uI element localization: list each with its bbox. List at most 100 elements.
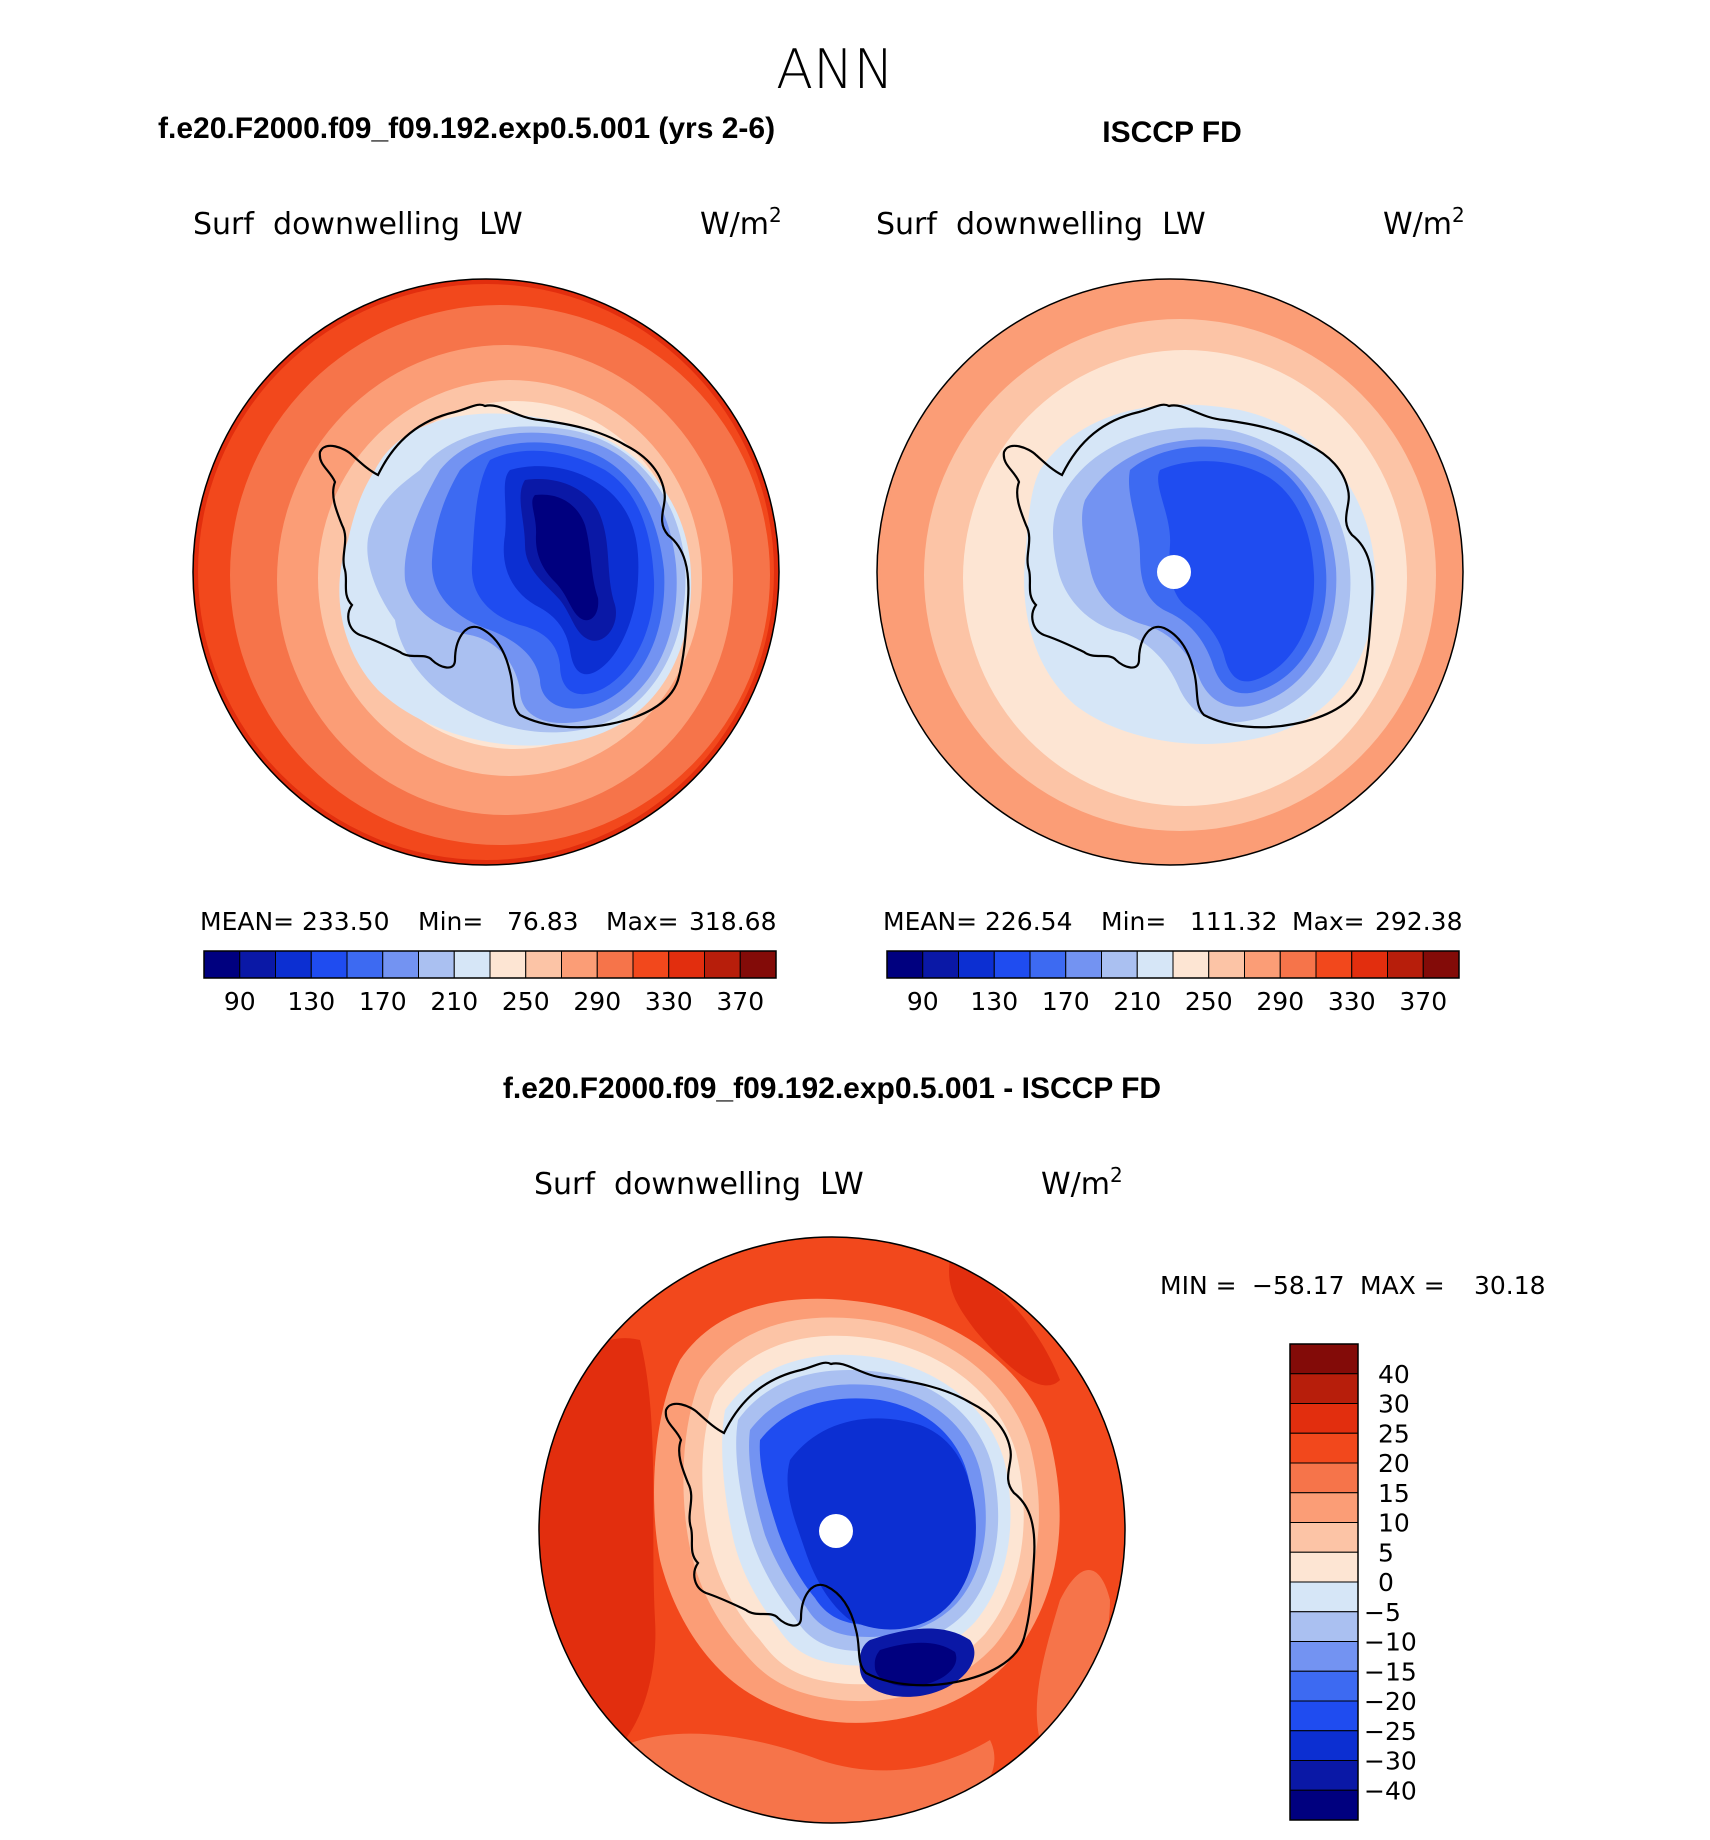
colorbar-swatch bbox=[310, 950, 348, 979]
diff-field-band bbox=[787, 1418, 976, 1630]
colorbar-tick-label: 40 bbox=[1378, 1360, 1410, 1389]
colorbar-swatch bbox=[525, 950, 562, 979]
colorbar-tick-label: 330 bbox=[645, 987, 693, 1016]
colorbar-swatch bbox=[1172, 950, 1210, 979]
diff-stats: MIN = −58.17 MAX = 30.18 bbox=[1160, 1271, 1546, 1300]
colorbar-swatch bbox=[1289, 1373, 1359, 1404]
colorbar-swatch bbox=[1101, 950, 1138, 979]
colorbar-tick-label: 210 bbox=[1113, 987, 1161, 1016]
colorbar-tick-label: −30 bbox=[1364, 1747, 1417, 1776]
colorbar-tick-label: 370 bbox=[716, 987, 764, 1016]
diff-min-value: −58.17 bbox=[1252, 1271, 1345, 1300]
colorbar-tick-label: 290 bbox=[1256, 987, 1304, 1016]
colorbar-swatch bbox=[1315, 950, 1353, 979]
colorbar-swatch bbox=[1244, 950, 1281, 979]
colorbar-swatch bbox=[922, 950, 959, 979]
diff-field-band bbox=[1036, 1570, 1110, 1740]
colorbar-swatch bbox=[739, 950, 777, 979]
colorbar-swatch bbox=[1289, 1492, 1359, 1523]
colorbar-swatch bbox=[1065, 950, 1102, 979]
diff-pole-hole bbox=[819, 1514, 853, 1548]
colorbar-swatch bbox=[1289, 1551, 1359, 1583]
colorbar-swatch bbox=[1289, 1730, 1359, 1761]
colorbar-tick-label: 20 bbox=[1378, 1449, 1410, 1478]
model-map-border bbox=[192, 278, 780, 866]
colorbar-swatch bbox=[346, 950, 384, 979]
model-map bbox=[192, 278, 780, 866]
obs-stats: MEAN= 226.54 Min= 111.32 Max= 292.38 bbox=[883, 907, 1462, 936]
colorbar-swatch bbox=[1289, 1611, 1359, 1642]
diff-coastline bbox=[664, 1361, 1036, 1687]
obs-min-label: Min= bbox=[1101, 907, 1166, 936]
colorbar-frame bbox=[886, 950, 1460, 979]
model-units-label: W/m2 bbox=[700, 203, 782, 242]
colorbar-swatch bbox=[1289, 1432, 1359, 1464]
obs-mean-value: 226.54 bbox=[985, 907, 1072, 936]
diff-field-band bbox=[874, 1642, 957, 1687]
colorbar-swatch bbox=[596, 950, 634, 979]
colorbar-tick-label: 370 bbox=[1399, 987, 1447, 1016]
colorbar-swatch bbox=[1289, 1343, 1359, 1375]
colorbar-swatch bbox=[704, 950, 741, 979]
colorbar-frame bbox=[1289, 1343, 1359, 1821]
colorbar-swatch bbox=[489, 950, 527, 979]
obs-field-band bbox=[1158, 461, 1315, 682]
obs-pole-hole bbox=[1157, 555, 1191, 589]
colorbar-swatch bbox=[1289, 1581, 1359, 1613]
colorbar-swatch bbox=[1422, 950, 1460, 979]
colorbar-tick-label: 30 bbox=[1378, 1390, 1410, 1419]
colorbar-swatch bbox=[1029, 950, 1067, 979]
colorbar-tick-label: −40 bbox=[1364, 1776, 1417, 1805]
colorbar-tick-label: 330 bbox=[1328, 987, 1376, 1016]
obs-mean-label: MEAN= bbox=[883, 907, 977, 936]
diff-field-band bbox=[949, 1260, 1060, 1386]
colorbar-frame bbox=[203, 950, 777, 979]
obs-coastline bbox=[1002, 403, 1374, 729]
colorbar-tick-label: 90 bbox=[224, 987, 256, 1016]
colorbar-tick-label: 170 bbox=[359, 987, 407, 1016]
obs-colorbar: 90 130 170 210 250 290 330 370 bbox=[886, 950, 1460, 1016]
obs-max-label: Max= bbox=[1292, 907, 1365, 936]
model-variable-label: Surf downwelling LW bbox=[193, 207, 523, 242]
colorbar-swatch bbox=[239, 950, 276, 979]
colorbar-tick-label: 5 bbox=[1378, 1538, 1394, 1567]
colorbar-swatch bbox=[1136, 950, 1174, 979]
colorbar-swatch bbox=[453, 950, 491, 979]
model-panel-title: f.e20.F2000.f09_f09.192.exp0.5.001 (yrs … bbox=[158, 112, 775, 145]
model-colorbar: 90 130 170 210 250 290 330 370 bbox=[203, 950, 777, 1016]
colorbar-swatch bbox=[1289, 1462, 1359, 1494]
colorbar-tick-label: 10 bbox=[1378, 1509, 1410, 1538]
obs-map-border bbox=[876, 278, 1464, 866]
colorbar-swatch bbox=[1208, 950, 1245, 979]
colorbar-swatch bbox=[1289, 1403, 1359, 1434]
obs-variable-label: Surf downwelling LW bbox=[876, 207, 1206, 242]
colorbar-tick-label: 250 bbox=[1185, 987, 1233, 1016]
colorbar-swatch bbox=[1289, 1789, 1359, 1821]
colorbar-swatch bbox=[668, 950, 705, 979]
colorbar-swatch bbox=[1279, 950, 1317, 979]
colorbar-tick-label: −10 bbox=[1364, 1628, 1417, 1657]
model-field-band bbox=[532, 494, 599, 621]
colorbar-swatch bbox=[632, 950, 670, 979]
model-max-value: 318.68 bbox=[689, 907, 776, 936]
colorbar-tick-label: 25 bbox=[1378, 1419, 1410, 1448]
page-title: ANN bbox=[776, 38, 894, 101]
colorbar-swatch bbox=[886, 950, 924, 979]
colorbar-tick-label: 170 bbox=[1042, 987, 1090, 1016]
colorbar-swatch bbox=[561, 950, 598, 979]
colorbar-swatch bbox=[1289, 1700, 1359, 1732]
colorbar-tick-label: 0 bbox=[1378, 1568, 1394, 1597]
colorbar-swatch bbox=[382, 950, 419, 979]
colorbar-tick-label: 90 bbox=[907, 987, 939, 1016]
obs-max-value: 292.38 bbox=[1375, 907, 1462, 936]
colorbar-tick-label: 130 bbox=[287, 987, 335, 1016]
model-stats: MEAN= 233.50 Min= 76.83 Max= 318.68 bbox=[200, 907, 776, 936]
colorbar-swatch bbox=[958, 950, 995, 979]
colorbar-tick-label: 15 bbox=[1378, 1479, 1410, 1508]
colorbar-tick-label: 290 bbox=[573, 987, 621, 1016]
colorbar-tick-label: −20 bbox=[1364, 1687, 1417, 1716]
colorbar-swatch bbox=[203, 950, 241, 979]
diff-units-label: W/m2 bbox=[1041, 1163, 1123, 1202]
